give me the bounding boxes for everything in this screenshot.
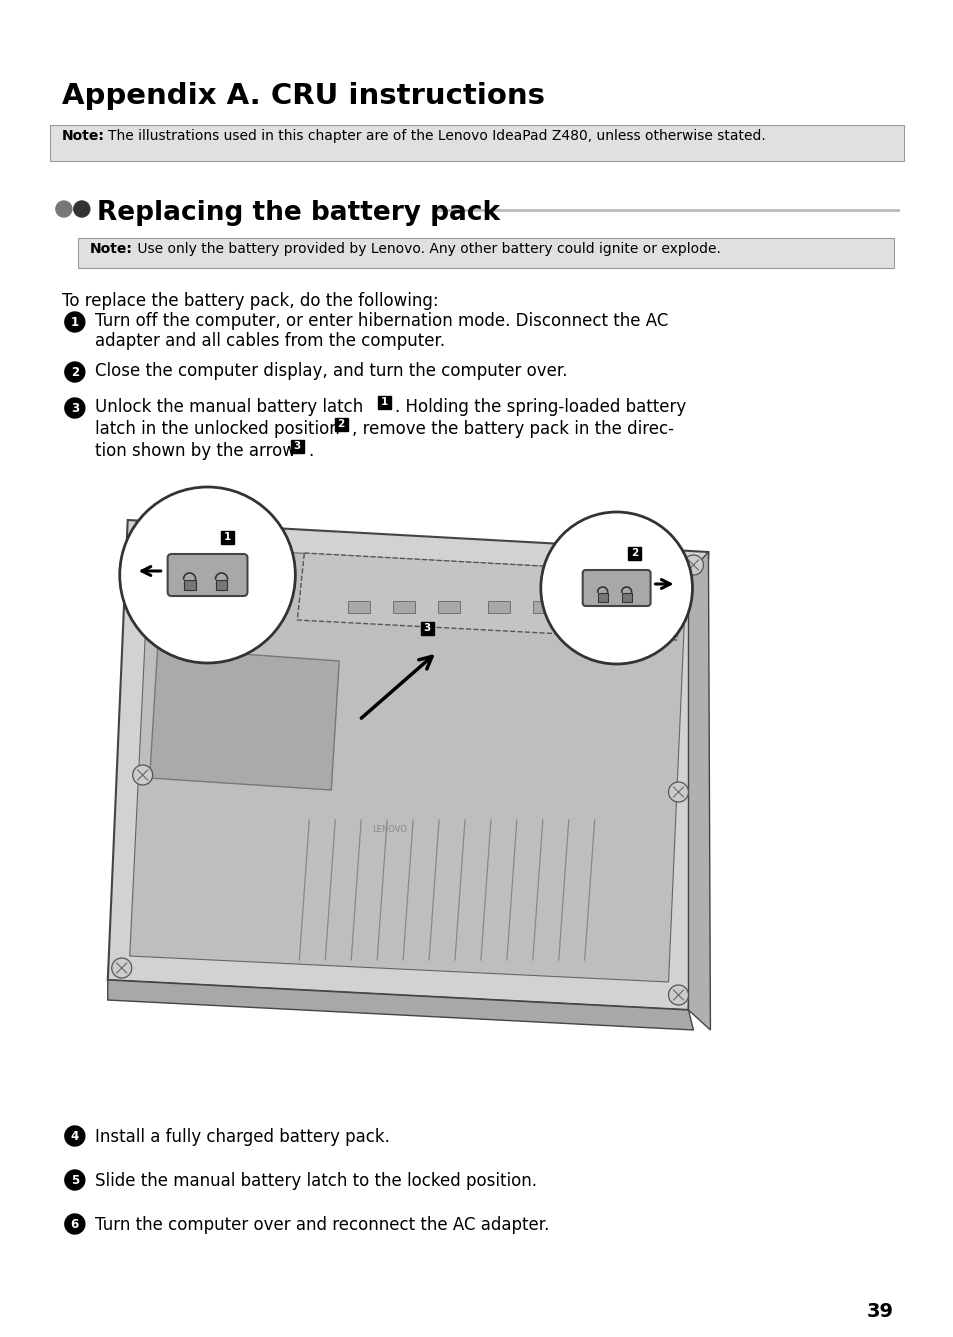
- Text: To replace the battery pack, do the following:: To replace the battery pack, do the foll…: [62, 291, 438, 310]
- Circle shape: [65, 1214, 85, 1234]
- Circle shape: [65, 312, 85, 332]
- Text: The illustrations used in this chapter are of the Lenovo IdeaPad Z480, unless ot: The illustrations used in this chapter a…: [108, 128, 764, 143]
- Text: 2: 2: [337, 418, 345, 429]
- Circle shape: [112, 959, 132, 977]
- Text: 3: 3: [71, 401, 79, 414]
- Circle shape: [540, 512, 692, 664]
- Polygon shape: [108, 980, 693, 1029]
- Polygon shape: [150, 648, 339, 790]
- Circle shape: [668, 782, 688, 802]
- Text: a  a  <1: a a <1: [164, 640, 205, 650]
- Polygon shape: [130, 545, 686, 981]
- Circle shape: [65, 362, 85, 382]
- Text: 39: 39: [865, 1302, 893, 1321]
- Text: , remove the battery pack in the direc-: , remove the battery pack in the direc-: [352, 420, 674, 439]
- Circle shape: [132, 529, 152, 550]
- Text: 2>  a: 2> a: [586, 643, 615, 652]
- FancyBboxPatch shape: [393, 602, 415, 612]
- Text: 1: 1: [380, 397, 387, 406]
- Circle shape: [65, 398, 85, 418]
- FancyBboxPatch shape: [215, 580, 227, 590]
- Text: adapter and all cables from the computer.: adapter and all cables from the computer…: [94, 332, 444, 350]
- Text: .: .: [308, 443, 314, 460]
- Circle shape: [668, 985, 688, 1005]
- Text: Use only the battery provided by Lenovo. Any other battery could ignite or explo: Use only the battery provided by Lenovo.…: [132, 242, 720, 255]
- Circle shape: [120, 487, 295, 663]
- FancyBboxPatch shape: [168, 554, 247, 596]
- Text: 6: 6: [71, 1218, 79, 1230]
- FancyBboxPatch shape: [598, 594, 607, 602]
- FancyBboxPatch shape: [621, 594, 631, 602]
- Text: 2: 2: [71, 365, 79, 378]
- FancyBboxPatch shape: [437, 602, 459, 612]
- FancyBboxPatch shape: [50, 124, 903, 160]
- FancyBboxPatch shape: [78, 238, 893, 267]
- Text: 4: 4: [71, 1130, 79, 1143]
- Text: 2: 2: [630, 548, 638, 558]
- Circle shape: [56, 201, 71, 217]
- Circle shape: [65, 1170, 85, 1190]
- Text: 1: 1: [71, 316, 79, 329]
- Text: tion shown by the arrow: tion shown by the arrow: [94, 443, 295, 460]
- Text: Turn the computer over and reconnect the AC adapter.: Turn the computer over and reconnect the…: [94, 1215, 549, 1234]
- Circle shape: [65, 1126, 85, 1146]
- FancyBboxPatch shape: [487, 602, 509, 612]
- Circle shape: [682, 555, 702, 575]
- Text: . Holding the spring-loaded battery: . Holding the spring-loaded battery: [395, 398, 685, 416]
- Text: 3: 3: [423, 623, 430, 632]
- FancyBboxPatch shape: [221, 531, 233, 544]
- Text: 5: 5: [71, 1174, 79, 1186]
- FancyBboxPatch shape: [291, 440, 303, 452]
- Polygon shape: [297, 554, 686, 640]
- Polygon shape: [108, 520, 708, 1009]
- Text: Replacing the battery pack: Replacing the battery pack: [96, 201, 499, 226]
- Circle shape: [73, 201, 90, 217]
- FancyBboxPatch shape: [377, 396, 390, 409]
- Text: 1: 1: [224, 532, 231, 541]
- Text: Close the computer display, and turn the computer over.: Close the computer display, and turn the…: [94, 362, 567, 380]
- Polygon shape: [688, 552, 710, 1029]
- Text: Note:: Note:: [90, 242, 132, 255]
- Text: Turn off the computer, or enter hibernation mode. Disconnect the AC: Turn off the computer, or enter hibernat…: [94, 312, 667, 330]
- FancyBboxPatch shape: [348, 602, 370, 612]
- FancyBboxPatch shape: [335, 417, 347, 431]
- Text: Note:: Note:: [62, 128, 105, 143]
- FancyBboxPatch shape: [582, 570, 650, 606]
- Circle shape: [132, 765, 152, 785]
- Text: latch in the unlocked position: latch in the unlocked position: [94, 420, 339, 439]
- Text: 3: 3: [294, 441, 300, 451]
- FancyBboxPatch shape: [420, 622, 433, 635]
- Text: Appendix A. CRU instructions: Appendix A. CRU instructions: [62, 82, 544, 110]
- FancyBboxPatch shape: [533, 602, 555, 612]
- Text: LENOVO: LENOVO: [372, 825, 406, 834]
- FancyBboxPatch shape: [183, 580, 195, 590]
- Text: Install a fully charged battery pack.: Install a fully charged battery pack.: [94, 1128, 389, 1146]
- Text: Slide the manual battery latch to the locked position.: Slide the manual battery latch to the lo…: [94, 1173, 537, 1190]
- FancyBboxPatch shape: [627, 547, 640, 559]
- Text: Unlock the manual battery latch: Unlock the manual battery latch: [94, 398, 363, 416]
